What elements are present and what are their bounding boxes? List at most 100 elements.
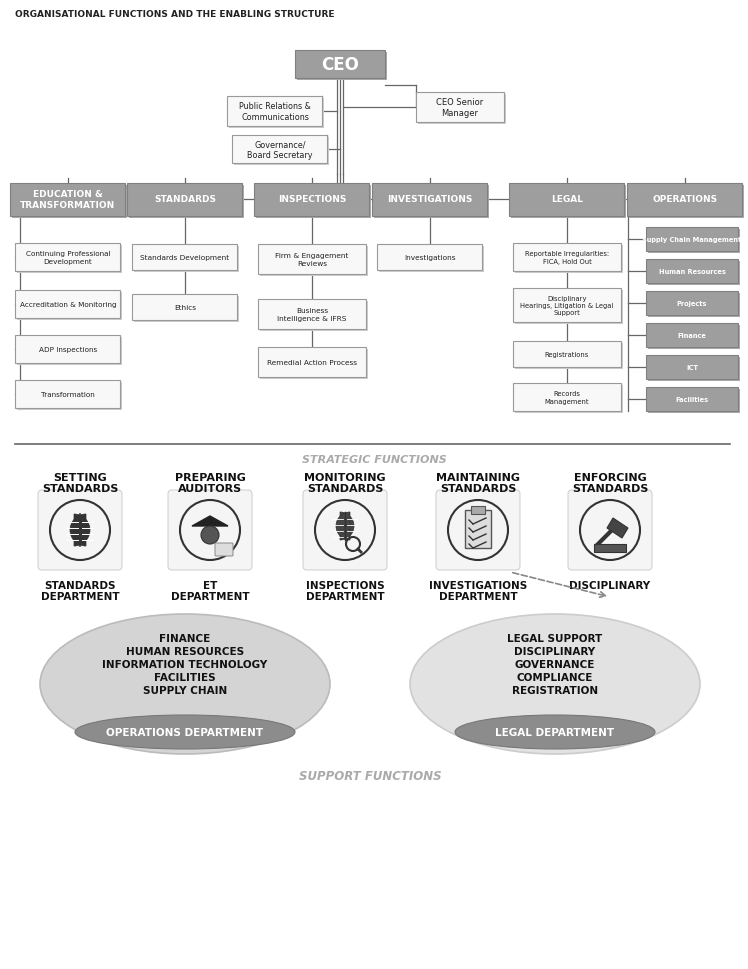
FancyBboxPatch shape [17, 246, 123, 273]
Text: LEGAL DEPARTMENT: LEGAL DEPARTMENT [495, 728, 615, 737]
Text: ORGANISATIONAL FUNCTIONS AND THE ENABLING STRUCTURE: ORGANISATIONAL FUNCTIONS AND THE ENABLIN… [15, 10, 334, 19]
FancyBboxPatch shape [648, 262, 740, 286]
FancyBboxPatch shape [38, 490, 122, 571]
Wedge shape [74, 515, 90, 547]
FancyBboxPatch shape [17, 293, 123, 321]
Text: Human Resources: Human Resources [658, 268, 726, 275]
Text: INSPECTIONS
DEPARTMENT: INSPECTIONS DEPARTMENT [306, 580, 384, 601]
FancyBboxPatch shape [168, 490, 252, 571]
Text: Projects: Projects [677, 300, 707, 306]
FancyBboxPatch shape [513, 384, 621, 412]
FancyBboxPatch shape [297, 53, 387, 81]
Text: Transformation: Transformation [41, 391, 95, 397]
FancyBboxPatch shape [303, 490, 387, 571]
FancyBboxPatch shape [129, 185, 245, 218]
FancyBboxPatch shape [235, 138, 330, 166]
FancyBboxPatch shape [509, 183, 625, 216]
Ellipse shape [410, 614, 700, 754]
FancyBboxPatch shape [648, 390, 740, 414]
FancyBboxPatch shape [648, 294, 740, 318]
FancyBboxPatch shape [648, 326, 740, 350]
FancyBboxPatch shape [254, 183, 370, 216]
FancyBboxPatch shape [594, 545, 626, 552]
Ellipse shape [455, 715, 655, 749]
Polygon shape [607, 518, 628, 539]
FancyBboxPatch shape [258, 348, 366, 378]
Text: Supply Chain Management: Supply Chain Management [643, 236, 741, 243]
Text: Public Relations &
Communications: Public Relations & Communications [239, 102, 311, 122]
Polygon shape [192, 516, 228, 526]
FancyBboxPatch shape [513, 244, 621, 271]
Ellipse shape [75, 715, 295, 749]
Text: ET
DEPARTMENT: ET DEPARTMENT [171, 580, 249, 601]
FancyBboxPatch shape [233, 136, 328, 164]
Text: SUPPORT FUNCTIONS: SUPPORT FUNCTIONS [298, 769, 441, 782]
Text: Accreditation & Monitoring: Accreditation & Monitoring [19, 301, 116, 308]
FancyBboxPatch shape [16, 244, 120, 271]
Text: STANDARDS: STANDARDS [154, 196, 216, 204]
Text: Remedial Action Process: Remedial Action Process [267, 359, 357, 365]
FancyBboxPatch shape [513, 289, 621, 323]
FancyBboxPatch shape [515, 386, 623, 414]
Text: LEGAL SUPPORT
DISCIPLINARY
GOVERNANCE
COMPLIANCE
REGISTRATION: LEGAL SUPPORT DISCIPLINARY GOVERNANCE CO… [507, 634, 603, 695]
FancyBboxPatch shape [515, 344, 623, 369]
FancyBboxPatch shape [16, 291, 120, 319]
Text: CEO Senior
Manager: CEO Senior Manager [436, 98, 484, 118]
FancyBboxPatch shape [513, 342, 621, 367]
Text: STANDARDS
DEPARTMENT: STANDARDS DEPARTMENT [40, 580, 120, 601]
FancyBboxPatch shape [646, 324, 738, 348]
FancyBboxPatch shape [260, 301, 368, 331]
Text: INVESTIGATIONS
DEPARTMENT: INVESTIGATIONS DEPARTMENT [429, 580, 527, 601]
Text: ADP Inspections: ADP Inspections [39, 347, 97, 353]
Text: SETTING
STANDARDS: SETTING STANDARDS [42, 473, 118, 493]
FancyBboxPatch shape [646, 388, 738, 412]
Text: LEGAL: LEGAL [551, 196, 583, 204]
Text: INSPECTIONS: INSPECTIONS [278, 196, 346, 204]
FancyBboxPatch shape [465, 511, 491, 548]
Text: Business
Intelligence & IFRS: Business Intelligence & IFRS [278, 308, 346, 322]
FancyBboxPatch shape [132, 295, 238, 321]
Text: Disciplinary
Hearings, Litigation & Legal
Support: Disciplinary Hearings, Litigation & Lega… [521, 296, 613, 316]
Text: Investigations: Investigations [404, 255, 456, 261]
FancyBboxPatch shape [646, 260, 738, 284]
Text: PREPARING
AUDITORS: PREPARING AUDITORS [174, 473, 245, 493]
FancyBboxPatch shape [16, 335, 120, 363]
Text: Firm & Engagement
Reviews: Firm & Engagement Reviews [275, 253, 349, 266]
FancyBboxPatch shape [127, 183, 242, 216]
FancyBboxPatch shape [418, 95, 506, 125]
Text: STRATEGIC FUNCTIONS: STRATEGIC FUNCTIONS [301, 454, 447, 464]
FancyBboxPatch shape [258, 299, 366, 329]
FancyBboxPatch shape [646, 292, 738, 316]
FancyBboxPatch shape [373, 183, 488, 216]
Circle shape [201, 526, 219, 545]
FancyBboxPatch shape [260, 350, 368, 380]
FancyBboxPatch shape [257, 185, 372, 218]
FancyBboxPatch shape [471, 507, 485, 515]
FancyBboxPatch shape [17, 383, 123, 411]
FancyBboxPatch shape [132, 245, 238, 270]
FancyBboxPatch shape [16, 381, 120, 409]
Wedge shape [340, 513, 354, 541]
FancyBboxPatch shape [258, 245, 366, 275]
FancyBboxPatch shape [227, 97, 322, 127]
FancyBboxPatch shape [215, 544, 233, 556]
FancyBboxPatch shape [512, 185, 627, 218]
FancyBboxPatch shape [648, 230, 740, 254]
FancyBboxPatch shape [295, 51, 385, 78]
Text: DISCIPLINARY: DISCIPLINARY [569, 580, 651, 590]
FancyBboxPatch shape [10, 183, 126, 216]
FancyBboxPatch shape [648, 358, 740, 382]
FancyBboxPatch shape [628, 183, 743, 216]
Text: Governance/
Board Secretary: Governance/ Board Secretary [248, 140, 313, 160]
Text: FINANCE
HUMAN RESOURCES
INFORMATION TECHNOLOGY
FACILITIES
SUPPLY CHAIN: FINANCE HUMAN RESOURCES INFORMATION TECH… [102, 634, 268, 695]
Wedge shape [70, 515, 86, 547]
FancyBboxPatch shape [230, 99, 325, 129]
FancyBboxPatch shape [135, 247, 239, 272]
FancyBboxPatch shape [378, 245, 482, 270]
FancyBboxPatch shape [13, 185, 127, 218]
FancyBboxPatch shape [436, 490, 520, 571]
Text: Reportable Irregularities:
FICA, Hold Out: Reportable Irregularities: FICA, Hold Ou… [525, 251, 609, 265]
Wedge shape [336, 513, 350, 541]
FancyBboxPatch shape [515, 291, 623, 325]
FancyBboxPatch shape [515, 246, 623, 273]
